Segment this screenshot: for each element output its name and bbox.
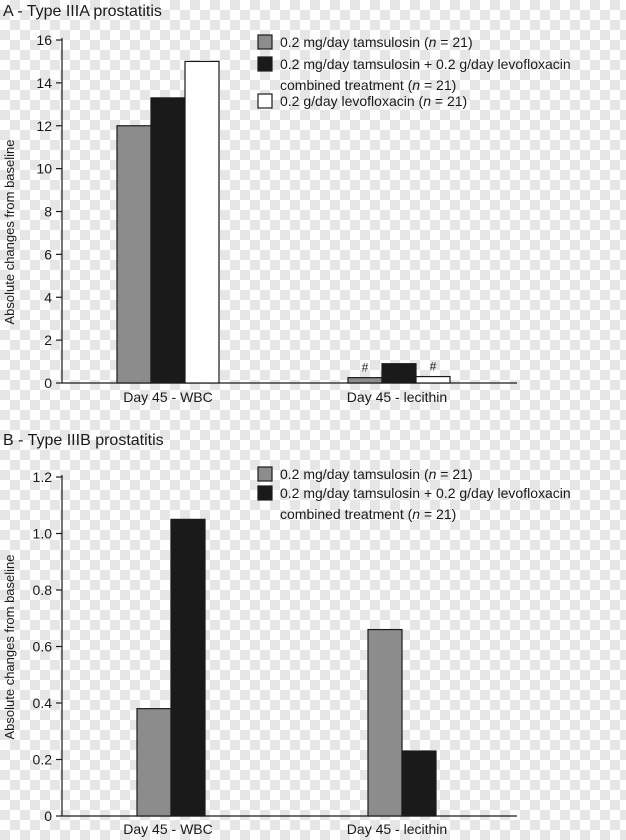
y-tick-label: 2 [44, 332, 52, 348]
y-axis-label: Absolute changes from baseline [2, 139, 17, 324]
legend-label-part: combined treatment ( [280, 506, 413, 522]
bar [116, 125, 152, 384]
legend-label: 0.2 mg/day tamsulosin (n = 21) [280, 34, 473, 50]
legend-swatch [257, 34, 273, 50]
y-tick-label: 0.8 [33, 582, 53, 598]
legend-label-part: 0.2 mg/day tamsulosin ( [280, 466, 429, 482]
legend-swatch [257, 485, 273, 501]
chart-title: B - Type IIIB prostatitis [3, 432, 164, 449]
bar-annotation: # [430, 360, 437, 374]
y-tick-label: 0 [44, 375, 52, 391]
y-tick-label: 1.2 [33, 469, 53, 485]
x-tick-label: Day 45 - lecithin [347, 389, 447, 405]
y-tick-label: 0.6 [33, 639, 53, 655]
y-tick-label: 14 [36, 75, 52, 91]
bar [170, 518, 206, 817]
legend-label-part: combined treatment ( [280, 77, 413, 93]
y-tick-label: 16 [36, 32, 52, 48]
legend-label-part: = 21) [420, 77, 456, 93]
legend-label-n: n [412, 506, 420, 522]
legend-label-continued: combined treatment (n = 21) [280, 77, 456, 93]
chart-title: A - Type IIIA prostatitis [3, 3, 162, 20]
legend-label-n: n [423, 93, 431, 109]
bar [150, 97, 186, 384]
y-tick-label: 10 [36, 161, 52, 177]
y-tick-label: 4 [44, 289, 52, 305]
y-tick-label: 0.2 [33, 752, 53, 768]
x-tick-label: Day 45 - WBC [123, 821, 212, 837]
bar [136, 708, 172, 817]
y-tick-label: 1.0 [33, 526, 53, 542]
legend-label-part: = 21) [420, 506, 456, 522]
bar [415, 375, 451, 384]
legend-label-part: 0.2 g/day levofloxacin ( [280, 93, 424, 109]
bar [401, 750, 437, 817]
x-tick-label: Day 45 - WBC [123, 389, 212, 405]
y-tick-label: 0.4 [33, 695, 53, 711]
bar [381, 363, 417, 384]
legend-swatch [257, 466, 273, 482]
legend-label-n: n [412, 77, 420, 93]
legend-label: 0.2 g/day levofloxacin (n = 21) [280, 93, 467, 109]
bar-annotation: # [362, 361, 369, 375]
y-tick-label: 12 [36, 118, 52, 134]
legend-label: 0.2 mg/day tamsulosin + 0.2 g/day levofl… [280, 485, 571, 501]
legend-label: 0.2 mg/day tamsulosin (n = 21) [280, 466, 473, 482]
x-tick-label: Day 45 - lecithin [347, 821, 447, 837]
legend-label-part: = 21) [436, 466, 472, 482]
legend-label-n: n [429, 466, 437, 482]
legend-swatch [257, 56, 273, 72]
legend-label-continued: combined treatment (n = 21) [280, 506, 456, 522]
bar [367, 628, 403, 817]
legend-label-part: = 21) [436, 34, 472, 50]
y-axis-label: Absolute changes from baseline [2, 554, 17, 739]
legend-label-n: n [429, 34, 437, 50]
legend-label-part: = 21) [431, 93, 467, 109]
legend-label-part: 0.2 mg/day tamsulosin ( [280, 34, 429, 50]
y-tick-label: 6 [44, 246, 52, 262]
legend-label: 0.2 mg/day tamsulosin + 0.2 g/day levofl… [280, 56, 571, 72]
bar [184, 60, 220, 384]
y-tick-label: 8 [44, 204, 52, 220]
legend-swatch [257, 93, 273, 109]
bar [347, 377, 383, 384]
y-tick-label: 0 [44, 808, 52, 824]
